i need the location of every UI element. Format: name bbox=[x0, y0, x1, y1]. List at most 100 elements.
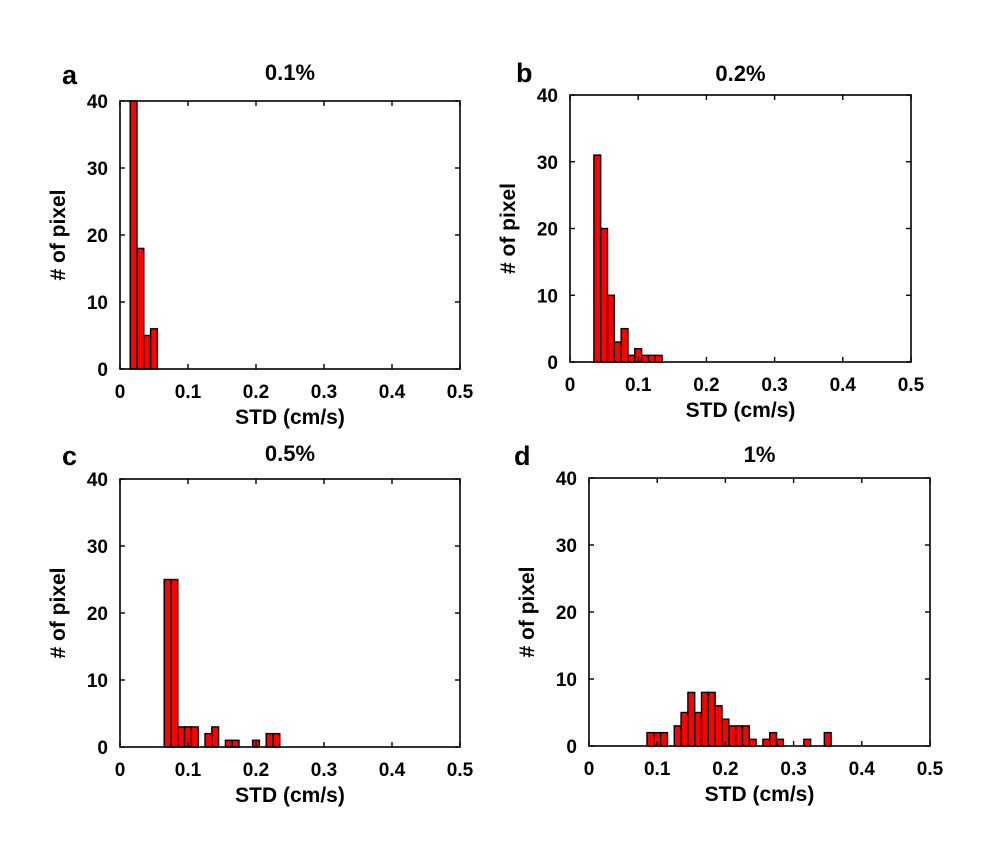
x-tick-label: 0.2 bbox=[243, 382, 269, 403]
histogram-bar bbox=[673, 725, 682, 747]
y-tick-label: 40 bbox=[87, 92, 108, 113]
histogram-bar bbox=[734, 725, 744, 747]
y-tick-label: 10 bbox=[87, 671, 108, 692]
histogram-bar bbox=[654, 354, 663, 363]
y-tick-label: 20 bbox=[87, 604, 108, 625]
x-tick-label: 0 bbox=[115, 760, 126, 781]
histogram-bar bbox=[647, 354, 656, 363]
panel-title: 0.2% bbox=[715, 61, 765, 86]
histogram-bar bbox=[714, 705, 723, 747]
histogram-bar bbox=[627, 354, 636, 363]
plot-frame bbox=[588, 477, 931, 747]
histogram-bar bbox=[149, 328, 159, 370]
y-axis-label: # of pixel bbox=[516, 566, 539, 657]
x-tick-label: 0.5 bbox=[447, 382, 474, 403]
x-tick-label: 0.3 bbox=[780, 759, 806, 780]
histogram-bar bbox=[707, 691, 716, 747]
histogram-bar bbox=[613, 341, 622, 363]
histogram-bar bbox=[170, 578, 179, 748]
x-tick-label: 0.3 bbox=[311, 760, 337, 781]
histogram-bar bbox=[224, 739, 233, 748]
histogram-bar bbox=[769, 731, 778, 747]
panel-a: a 0.1% 0 0.1 0.2 0.3 0.4 0.5 0 10 20 30 40 STD (cm/s)… bbox=[47, 60, 474, 429]
y-tick-label: 30 bbox=[87, 159, 108, 180]
histogram-bar bbox=[190, 726, 199, 748]
plot-frame bbox=[119, 100, 461, 370]
y-tick-label: 20 bbox=[87, 226, 108, 247]
histogram-bar bbox=[163, 578, 172, 748]
histogram-bar bbox=[694, 711, 703, 747]
x-tick-label: 0.1 bbox=[175, 382, 202, 403]
x-tick-label: 0.3 bbox=[761, 375, 787, 396]
x-tick-label: 0 bbox=[565, 375, 576, 396]
histogram-bar bbox=[204, 732, 213, 748]
y-tick-label: 10 bbox=[537, 286, 558, 307]
y-tick-label: 40 bbox=[556, 469, 577, 490]
x-tick-label: 0.5 bbox=[898, 375, 925, 396]
panel-letter: d bbox=[514, 441, 531, 471]
histogram-bar bbox=[646, 731, 655, 747]
plot-frame bbox=[569, 94, 912, 363]
x-tick-label: 0.1 bbox=[644, 759, 671, 780]
x-axis-label: STD (cm/s) bbox=[235, 784, 345, 807]
x-tick-label: 0.5 bbox=[447, 760, 474, 781]
x-axis-label: STD (cm/s) bbox=[235, 406, 345, 429]
y-tick-label: 0 bbox=[547, 353, 558, 374]
panel-letter: b bbox=[516, 58, 533, 88]
histogram-bar bbox=[211, 726, 220, 748]
y-tick-label: 40 bbox=[537, 86, 558, 107]
histogram-bar bbox=[687, 691, 696, 747]
histogram-bar bbox=[741, 725, 750, 747]
panel-d: d 1% 0 0.1 0.2 0.3 0.4 0.5 0 10 20 30 40 STD (cm/s) # … bbox=[514, 441, 944, 806]
y-tick-label: 30 bbox=[537, 153, 558, 174]
panel-letter: a bbox=[62, 60, 78, 90]
y-tick-label: 30 bbox=[556, 536, 577, 557]
histogram-bar bbox=[593, 154, 602, 363]
histogram-bar bbox=[659, 731, 669, 747]
y-axis-label: # of pixel bbox=[47, 189, 70, 280]
y-tick-label: 0 bbox=[97, 738, 108, 759]
y-tick-label: 0 bbox=[97, 360, 108, 381]
histogram-bar bbox=[599, 227, 609, 363]
x-tick-label: 0.4 bbox=[379, 760, 406, 781]
panel-title: 0.5% bbox=[265, 441, 315, 466]
histogram-bar bbox=[129, 100, 138, 370]
x-tick-label: 0.4 bbox=[379, 382, 406, 403]
y-axis-label: # of pixel bbox=[47, 567, 70, 658]
histogram-bar bbox=[823, 731, 832, 747]
histogram-bar bbox=[775, 738, 785, 747]
histogram-bar bbox=[606, 294, 616, 363]
x-tick-label: 0.2 bbox=[693, 375, 719, 396]
panel-b: b 0.2% 0 0.1 0.2 0.3 0.4 0.5 0 10 20 30 40 STD (cm/s)… bbox=[497, 58, 925, 422]
x-tick-label: 0.1 bbox=[625, 375, 652, 396]
x-tick-label: 0 bbox=[115, 382, 126, 403]
histogram-bar bbox=[680, 711, 689, 747]
histogram-bar bbox=[231, 739, 240, 748]
histogram-bar bbox=[143, 334, 152, 370]
x-tick-label: 0.5 bbox=[917, 759, 944, 780]
y-tick-label: 20 bbox=[537, 220, 558, 241]
x-tick-label: 0 bbox=[584, 759, 595, 780]
histogram-bar bbox=[803, 738, 812, 747]
y-tick-label: 30 bbox=[87, 537, 108, 558]
panel-title: 0.1% bbox=[265, 60, 315, 85]
x-tick-label: 0.2 bbox=[712, 759, 738, 780]
histogram-bar bbox=[748, 738, 757, 747]
y-tick-label: 40 bbox=[87, 470, 108, 491]
histogram-bar bbox=[762, 738, 771, 747]
histogram-bar bbox=[272, 732, 281, 748]
x-tick-label: 0.4 bbox=[830, 375, 857, 396]
x-axis-label: STD (cm/s) bbox=[686, 399, 796, 422]
panel-letter: c bbox=[62, 441, 77, 471]
histogram-bar bbox=[728, 725, 737, 747]
y-tick-label: 10 bbox=[556, 670, 577, 691]
x-tick-label: 0.4 bbox=[849, 759, 876, 780]
x-tick-label: 0.1 bbox=[175, 760, 202, 781]
x-tick-label: 0.2 bbox=[243, 760, 269, 781]
x-tick-label: 0.3 bbox=[311, 382, 337, 403]
histogram-bar bbox=[640, 354, 650, 363]
y-axis-label: # of pixel bbox=[497, 183, 520, 274]
histogram-bar bbox=[136, 247, 145, 370]
panel-title: 1% bbox=[744, 442, 776, 467]
y-tick-label: 0 bbox=[566, 737, 577, 758]
